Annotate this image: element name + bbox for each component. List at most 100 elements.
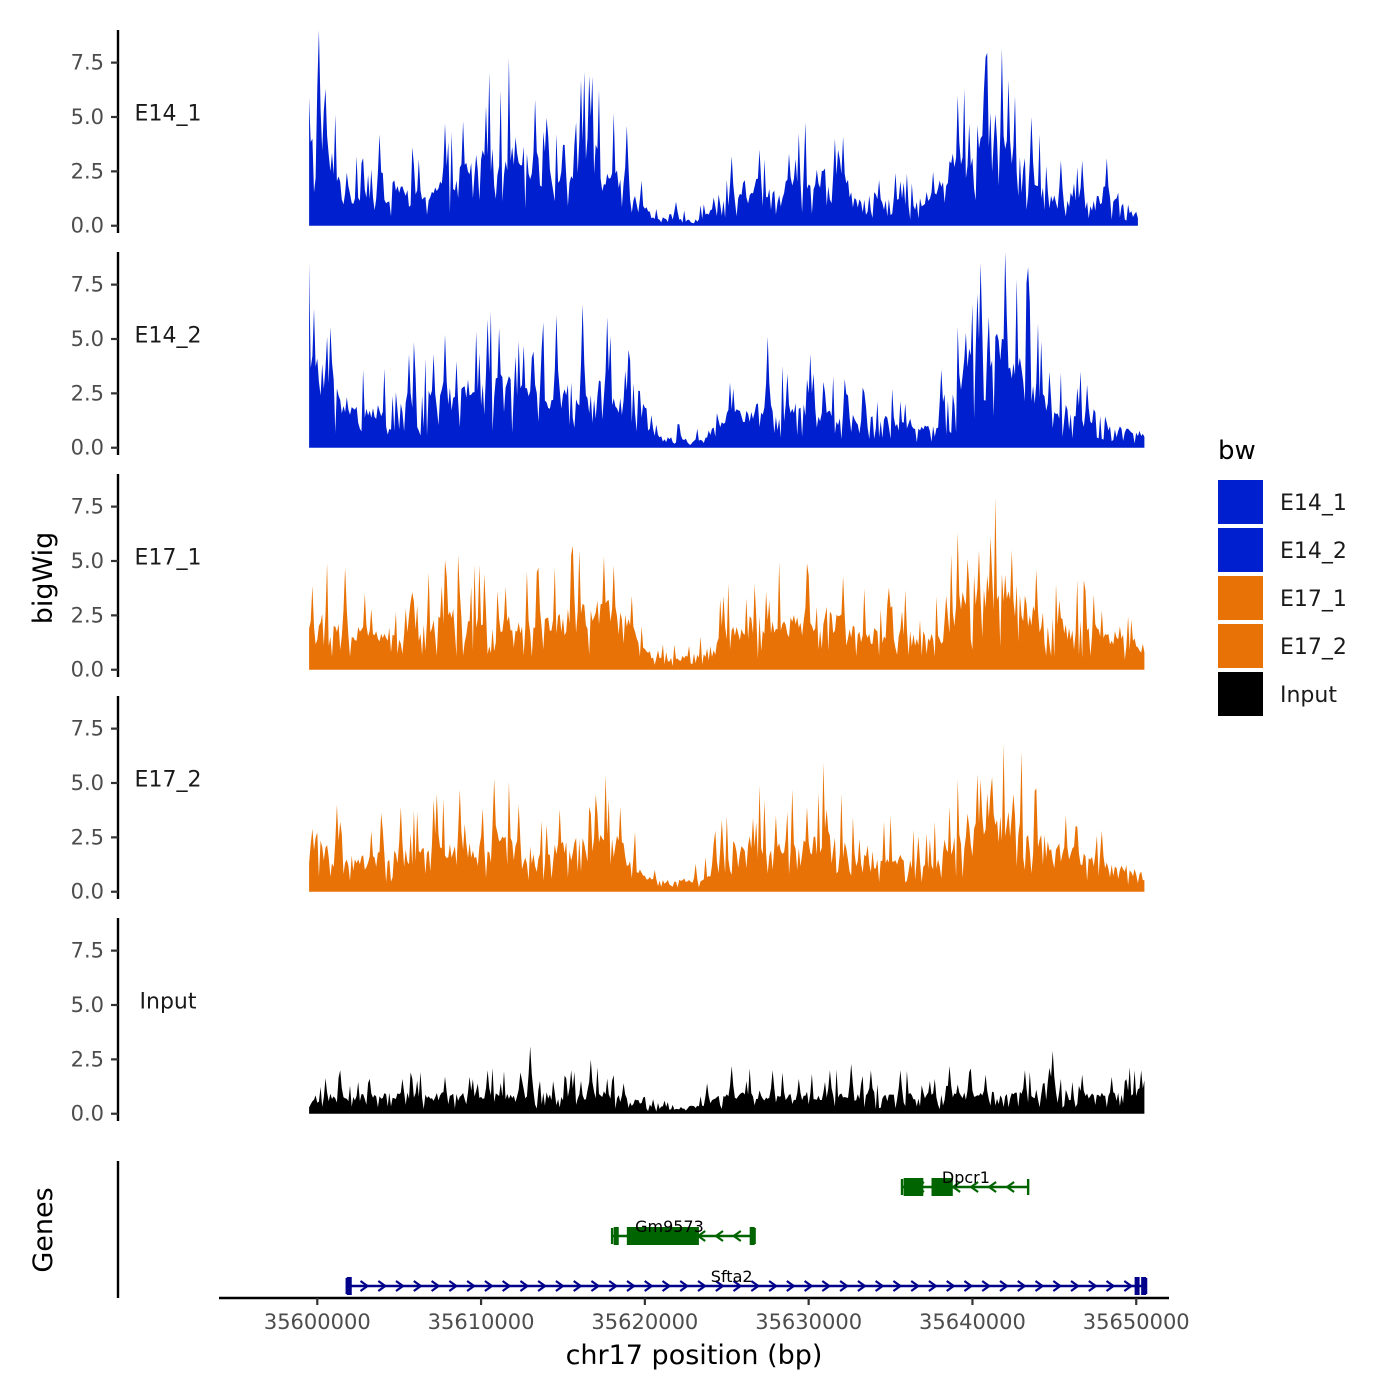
legend-item-e17-2: E17_2 — [1218, 624, 1347, 668]
panel-label: E14_1 — [135, 102, 202, 127]
legend-item-e14-2: E14_2 — [1218, 528, 1347, 572]
y-tick-label: 2.5 — [71, 825, 104, 849]
track-panel-e14-2: 0.0 2.5 5.0 7.5 E14_2 — [71, 252, 1145, 460]
legend-label: E17_2 — [1280, 635, 1347, 660]
signal-area-e17-2 — [309, 743, 1145, 892]
strand-chevron — [484, 1280, 494, 1292]
gene-track: Dpcr1 Gm9573 Sfta2 — [116, 1161, 1148, 1298]
signal-area-input — [309, 1046, 1145, 1114]
strand-chevron — [963, 1280, 974, 1292]
strand-chevron — [1052, 1280, 1063, 1292]
strand-chevron — [1034, 1280, 1045, 1292]
strand-chevron — [987, 1181, 997, 1193]
strand-chevron — [768, 1280, 778, 1292]
y-tick-label: 0.0 — [71, 436, 104, 460]
y-tick-label: 0.0 — [71, 1102, 104, 1126]
strand-chevron — [981, 1280, 992, 1292]
y-tick-label: 7.5 — [71, 495, 104, 519]
strand-chevron — [1123, 1280, 1134, 1292]
legend-item-e14-1: E14_1 — [1218, 480, 1347, 524]
y-tick-label: 5.0 — [71, 771, 104, 795]
y-tick-label: 2.5 — [71, 159, 104, 183]
strand-chevron — [448, 1280, 459, 1292]
panel-label: E14_2 — [135, 324, 202, 349]
y-tick-label: 5.0 — [71, 549, 104, 573]
gene-dpcr1: Dpcr1 — [900, 1168, 1030, 1196]
strand-chevron — [750, 1280, 761, 1292]
gene-label: Sfta2 — [711, 1267, 753, 1286]
gene-sfta2: Sfta2 — [345, 1267, 1148, 1295]
x-tick-label: 35600000 — [264, 1310, 371, 1334]
track-panel-e17-1: 0.0 2.5 5.0 7.5 E17_1 — [71, 474, 1145, 682]
strand-chevron — [1005, 1181, 1015, 1193]
y-tick-label: 0.0 — [71, 658, 104, 682]
y-axis-title: bigWig — [28, 532, 59, 625]
strand-chevron — [430, 1280, 441, 1292]
strand-chevron — [644, 1280, 654, 1292]
gene-exon — [1141, 1277, 1147, 1295]
gene-exon — [931, 1178, 953, 1196]
panel-label: E17_1 — [135, 546, 202, 571]
gene-exon — [613, 1227, 619, 1245]
strand-chevron — [1088, 1280, 1098, 1292]
strand-chevron — [590, 1280, 601, 1292]
strand-chevron — [969, 1181, 979, 1193]
gene-exon — [626, 1227, 699, 1245]
strand-chevron — [555, 1280, 565, 1292]
strand-chevron — [573, 1280, 583, 1292]
gene-gm9573: Gm9573 — [610, 1217, 756, 1245]
strand-chevron — [731, 1230, 742, 1242]
y-tick-label: 5.0 — [71, 993, 104, 1017]
genes-axis-title: Genes — [28, 1187, 59, 1272]
strand-chevron — [892, 1280, 903, 1292]
signal-area-e14-2 — [309, 252, 1145, 448]
y-tick-label: 7.5 — [71, 939, 104, 963]
legend-swatch — [1218, 528, 1263, 572]
legend-item-e17-1: E17_1 — [1218, 576, 1347, 620]
strand-chevron — [821, 1280, 832, 1292]
strand-chevron — [661, 1280, 672, 1292]
y-tick-label: 2.5 — [71, 1047, 104, 1071]
strand-chevron — [928, 1280, 938, 1292]
panel-label: E17_2 — [135, 768, 202, 793]
y-tick-label: 5.0 — [71, 105, 104, 129]
track-panel-e14-1: 0.0 2.5 5.0 7.5 E14_1 — [71, 30, 1138, 238]
y-tick-label: 7.5 — [71, 51, 104, 75]
x-tick-label: 35620000 — [591, 1310, 698, 1334]
strand-chevron — [946, 1280, 956, 1292]
legend-label: Input — [1280, 683, 1337, 708]
strand-chevron — [999, 1280, 1009, 1292]
legend-label: E14_2 — [1280, 539, 1347, 564]
strand-chevron — [714, 1230, 724, 1242]
gene-exon — [1134, 1277, 1140, 1295]
strand-chevron — [359, 1280, 370, 1292]
track-panel-e17-2: 0.0 2.5 5.0 7.5 E17_2 — [71, 696, 1145, 904]
track-panels: 0.0 2.5 5.0 7.5 E14_1 0.0 2.5 5.0 7.5 E14_2 0.0 2.5… — [71, 30, 1145, 1126]
strand-chevron — [1105, 1280, 1116, 1292]
strand-chevron — [697, 1280, 707, 1292]
y-tick-label: 7.5 — [71, 717, 104, 741]
x-tick-label: 35640000 — [919, 1310, 1026, 1334]
y-tick-label: 5.0 — [71, 327, 104, 351]
panel-label: Input — [140, 990, 197, 1015]
legend-swatch — [1218, 480, 1263, 524]
signal-area-e14-1 — [309, 30, 1138, 226]
strand-chevron — [951, 1181, 961, 1193]
strand-chevron — [857, 1280, 867, 1292]
strand-chevron — [679, 1280, 690, 1292]
legend-swatch — [1218, 576, 1263, 620]
x-axis: 35600000 35610000 35620000 35630000 35640000… — [219, 1296, 1190, 1334]
strand-chevron — [1017, 1280, 1027, 1292]
track-panel-input: 0.0 2.5 5.0 7.5 Input — [71, 918, 1145, 1126]
strand-chevron — [715, 1280, 725, 1292]
strand-chevron — [626, 1280, 636, 1292]
gene-label: Gm9573 — [635, 1217, 704, 1236]
strand-chevron — [839, 1280, 849, 1292]
gene-label: Dpcr1 — [942, 1168, 990, 1187]
strand-chevron — [910, 1280, 921, 1292]
x-tick-label: 35610000 — [428, 1310, 535, 1334]
strand-chevron — [803, 1280, 814, 1292]
strand-chevron — [501, 1280, 512, 1292]
legend: E14_1 E14_2 E17_1 E17_2 Input — [1218, 480, 1347, 716]
